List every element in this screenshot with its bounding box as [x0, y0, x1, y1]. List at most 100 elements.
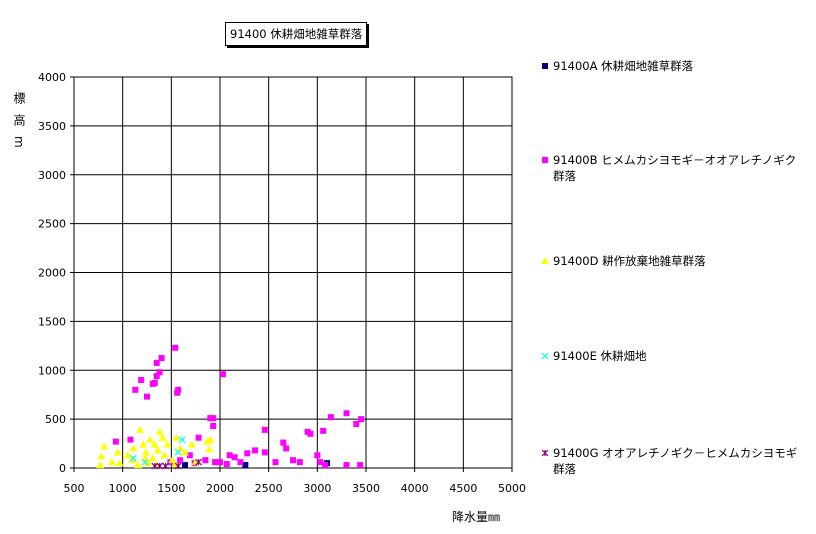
point [162, 462, 169, 470]
point [307, 430, 314, 437]
point [156, 462, 164, 470]
legend-label: 91400A 休耕畑地雑草群落 [553, 59, 694, 73]
point [153, 446, 162, 454]
point [314, 452, 321, 459]
point [210, 422, 217, 429]
point [219, 371, 226, 378]
point [136, 425, 145, 433]
point [143, 459, 152, 467]
point [163, 440, 172, 448]
point [172, 344, 179, 351]
point [206, 435, 215, 443]
point [155, 427, 164, 435]
point [320, 427, 327, 434]
point [322, 462, 329, 469]
point [151, 462, 159, 470]
point [186, 452, 193, 459]
point [343, 410, 350, 417]
x-tick-label: 1000 [109, 482, 137, 495]
point [174, 389, 181, 396]
point [283, 445, 290, 452]
point [242, 462, 249, 469]
point [153, 359, 160, 366]
y-tick-label: 2500 [38, 218, 66, 231]
point [261, 449, 268, 456]
point [202, 457, 209, 464]
point [223, 461, 230, 468]
legend-marker [541, 449, 549, 457]
y-tick-label: 4000 [38, 71, 66, 84]
legend-marker [541, 352, 549, 360]
point [217, 459, 223, 466]
point [180, 448, 189, 456]
point [261, 426, 268, 433]
legend-label: 91400B ヒメムカシヨモギ－オオアレチノギク群落 [553, 153, 797, 183]
point [132, 386, 139, 393]
x-tick-label: 4000 [401, 482, 429, 495]
y-tick-label: 500 [45, 413, 66, 426]
x-tick-label: 500 [64, 482, 85, 495]
point [141, 458, 149, 466]
point [205, 445, 214, 453]
point [272, 459, 279, 466]
y-axis-label: 標高m [12, 92, 26, 158]
point [187, 440, 196, 448]
legend-marker [542, 157, 548, 163]
x-tick-label: 5000 [498, 482, 526, 495]
x-tick-label: 1500 [157, 482, 185, 495]
point [174, 462, 182, 470]
point [142, 448, 151, 456]
x-tick-label: 3500 [352, 482, 380, 495]
point [127, 436, 134, 443]
point [168, 456, 177, 464]
x-axis-label: 降水量㎜ [452, 510, 501, 524]
point [290, 457, 296, 464]
point [357, 462, 364, 469]
legend-label: 91400D 耕作放棄地雑草群落 [553, 254, 706, 268]
legend-marker [542, 63, 548, 69]
point [100, 442, 109, 450]
point [138, 377, 145, 384]
point [153, 373, 160, 380]
point [317, 459, 324, 466]
y-tick-label: 3500 [38, 120, 66, 133]
x-tick-label: 2500 [255, 482, 283, 495]
point [172, 433, 181, 441]
point [134, 461, 143, 469]
chart-title: 91400 休耕畑地雑草群落 [225, 22, 368, 46]
point [195, 434, 202, 441]
point [113, 448, 122, 456]
point [129, 454, 137, 462]
point [112, 438, 119, 445]
point [358, 416, 365, 423]
point [280, 439, 287, 446]
point [129, 444, 138, 452]
point [123, 451, 132, 459]
point [115, 459, 124, 467]
point [158, 355, 165, 362]
point [176, 444, 185, 452]
point [156, 369, 163, 376]
point [231, 454, 238, 461]
point [158, 433, 167, 441]
point [296, 459, 303, 466]
point [96, 461, 105, 469]
y-tick-label: 2000 [38, 267, 66, 280]
point [148, 454, 157, 462]
y-tick-label: 1500 [38, 315, 66, 328]
point [343, 462, 350, 469]
point [149, 380, 156, 387]
point [327, 414, 334, 421]
point [178, 436, 186, 444]
point [226, 452, 233, 459]
point [150, 440, 159, 448]
point [107, 458, 116, 466]
point [177, 457, 184, 464]
y-tick-label: 0 [59, 462, 66, 475]
x-tick-label: 3000 [303, 482, 331, 495]
point [160, 451, 169, 459]
point [181, 462, 188, 469]
point [144, 393, 150, 400]
point [244, 450, 251, 457]
